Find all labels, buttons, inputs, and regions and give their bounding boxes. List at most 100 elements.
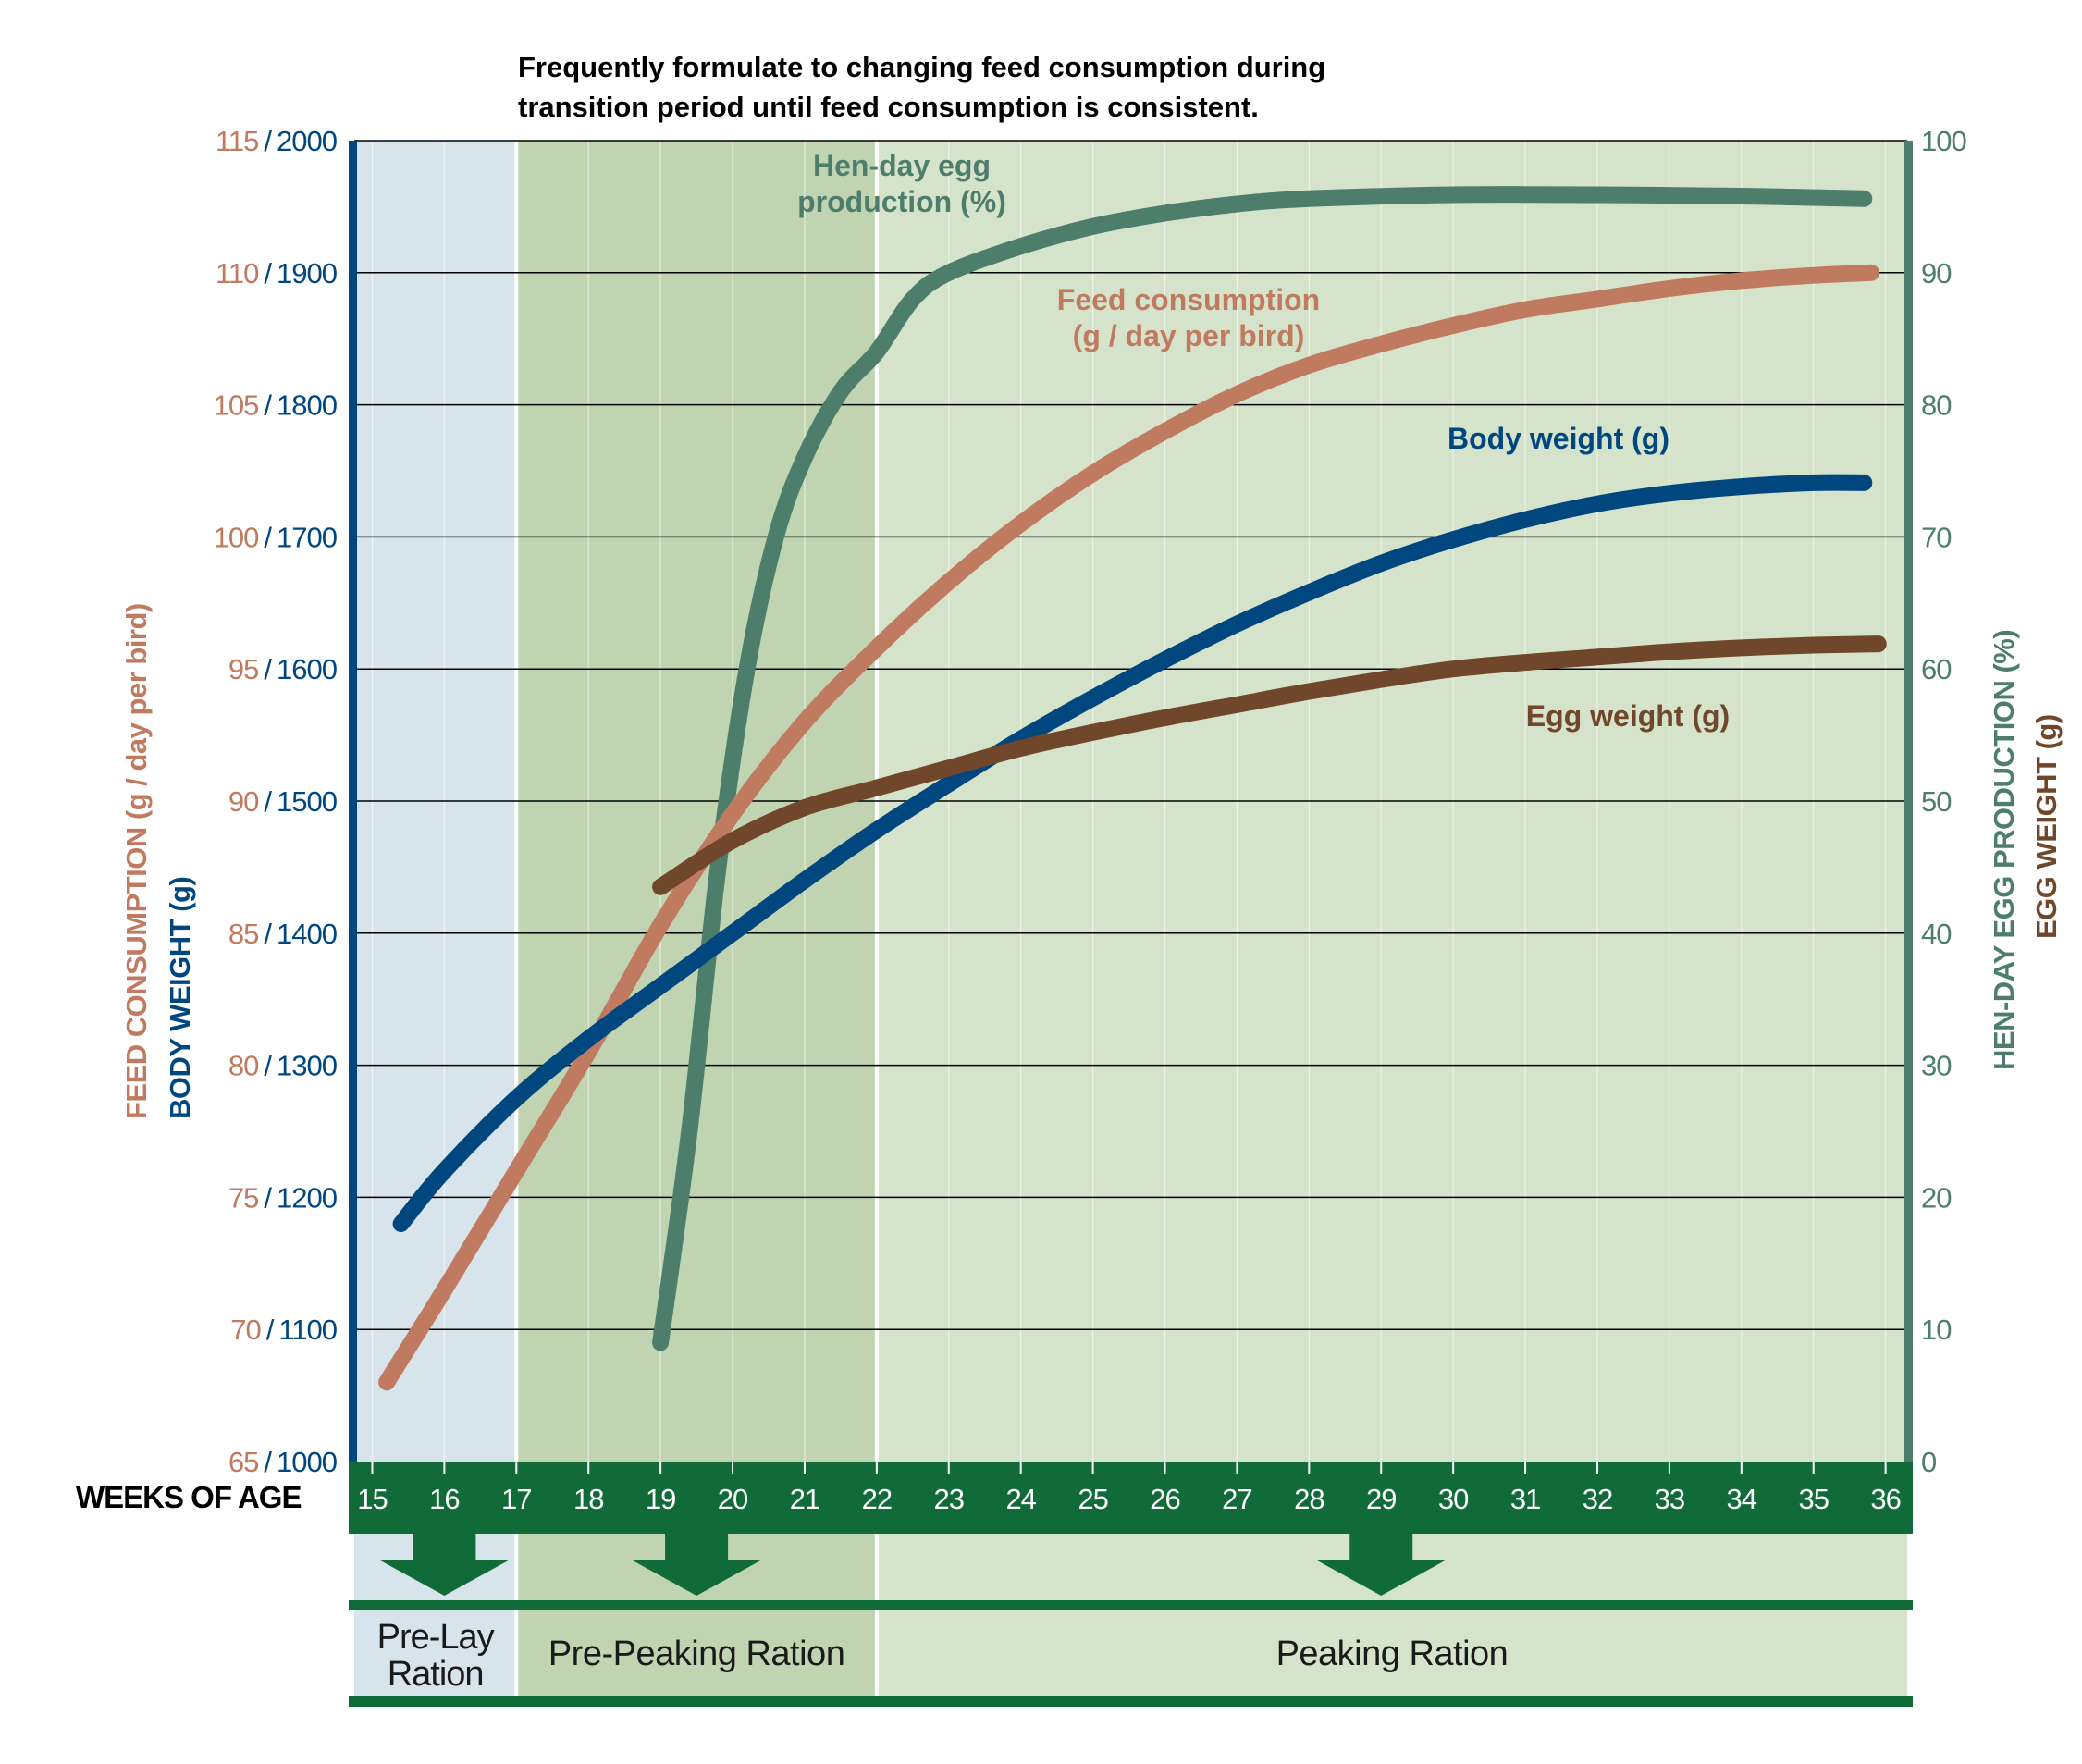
weeks-band: 15 16 17 18 19 20 21 22 23 24 25 26 27 28 29 30 31 32 33 34… — [349, 1462, 1913, 1707]
ration-bottom-bar — [349, 1696, 1913, 1707]
header-line-1: Frequently formulate to changing feed co… — [518, 51, 1325, 83]
x-axis-label: WEEKS OF AGE — [76, 1480, 301, 1514]
left-tick-body: 1800 — [277, 389, 338, 422]
right-axis-label-egg-weight: EGG WEIGHT (g) — [2030, 714, 2063, 939]
right-tick-label: 10 — [1921, 1314, 1952, 1346]
series-label-egg-prod: Hen-day egg — [813, 149, 991, 182]
left-tick-feed: 65 — [228, 1446, 258, 1478]
left-tick-label: 70/1100 — [230, 1314, 338, 1346]
left-tick-label: 100/1700 — [214, 521, 338, 553]
x-tick-label: 25 — [1078, 1483, 1107, 1515]
axes: 65/100070/110075/120080/130085/140090/15… — [214, 125, 1968, 1478]
series-label-feed: (g / day per bird) — [1073, 319, 1305, 352]
series-line-body — [392, 474, 1873, 1232]
series-label-body: Body weight (g) — [1448, 422, 1669, 455]
left-tick-body: 1900 — [277, 257, 338, 290]
right-tick-label: 90 — [1921, 257, 1952, 290]
arrow-prelay — [378, 1534, 511, 1596]
left-tick-body: 2000 — [277, 125, 338, 157]
series — [378, 186, 1887, 1391]
x-tick-label: 24 — [1005, 1483, 1036, 1515]
right-tick-label: 20 — [1921, 1181, 1952, 1214]
right-tick-label: 60 — [1921, 653, 1952, 685]
x-tick-label: 21 — [790, 1483, 819, 1515]
arrow-prepeak — [631, 1534, 763, 1596]
ration-label-prelay: Ration — [388, 1655, 484, 1694]
left-tick-feed: 95 — [228, 653, 258, 685]
left-axis-label-feed: FEED CONSUMPTION (g / day per bird) — [120, 603, 153, 1119]
x-tick-label: 26 — [1150, 1483, 1179, 1515]
x-tick-label: 27 — [1222, 1483, 1251, 1515]
x-tick-label: 17 — [501, 1483, 531, 1515]
left-tick-label: 85/1400 — [228, 918, 338, 950]
left-tick-separator: / — [264, 918, 272, 950]
ration-label-prepeak: Pre-Peaking Ration — [548, 1634, 845, 1673]
right-axis-line — [1904, 141, 1913, 1462]
left-tick-separator: / — [264, 1181, 272, 1214]
left-tick-body: 1700 — [277, 521, 338, 553]
left-tick-body: 1000 — [277, 1446, 338, 1478]
left-tick-label: 80/1300 — [228, 1050, 338, 1082]
left-tick-feed: 85 — [228, 918, 258, 950]
x-tick-label: 31 — [1510, 1483, 1540, 1515]
left-tick-feed: 115 — [216, 125, 258, 157]
grid — [354, 140, 1907, 1462]
series-line-egg-weight — [652, 635, 1887, 895]
left-axis-line — [349, 141, 357, 1462]
x-tick-label: 32 — [1583, 1483, 1612, 1515]
left-tick-separator: / — [264, 257, 272, 290]
series-label-egg-prod: production (%) — [797, 185, 1006, 218]
x-tick-label: 36 — [1870, 1483, 1900, 1515]
x-tick-label: 28 — [1294, 1483, 1324, 1515]
left-tick-label: 105/1800 — [214, 389, 338, 422]
right-tick-label: 50 — [1921, 785, 1952, 818]
x-tick-label: 22 — [862, 1483, 892, 1515]
left-tick-body: 1200 — [277, 1181, 338, 1214]
right-tick-label: 70 — [1921, 521, 1952, 553]
left-tick-feed: 105 — [214, 389, 259, 422]
right-axis-label-production: HEN-DAY EGG PRODUCTION (%) — [1988, 630, 2020, 1070]
series-label-feed: Feed consumption — [1057, 283, 1320, 316]
left-tick-feed: 100 — [214, 521, 259, 553]
x-tick-label: 33 — [1655, 1483, 1684, 1515]
left-tick-label: 95/1600 — [228, 653, 338, 685]
x-tick-label: 15 — [357, 1483, 387, 1515]
left-tick-feed: 80 — [228, 1050, 259, 1082]
right-tick-label: 30 — [1921, 1050, 1952, 1082]
left-tick-feed: 75 — [228, 1181, 258, 1214]
left-axis-label-body: BODY WEIGHT (g) — [164, 877, 196, 1119]
series-label-egg-weight: Egg weight (g) — [1526, 699, 1730, 733]
x-tick-label: 18 — [573, 1483, 603, 1515]
right-tick-label: 80 — [1921, 389, 1952, 422]
left-tick-separator: / — [266, 1314, 275, 1346]
left-tick-feed: 70 — [230, 1314, 261, 1346]
left-tick-separator: / — [264, 521, 272, 553]
right-tick-label: 40 — [1921, 918, 1952, 950]
right-tick-label: 100 — [1921, 125, 1966, 157]
left-tick-label: 90/1500 — [228, 785, 338, 818]
x-tick-label: 19 — [646, 1483, 675, 1515]
left-tick-separator: / — [264, 1050, 272, 1082]
left-tick-separator: / — [264, 785, 272, 818]
x-tick-label: 30 — [1438, 1483, 1469, 1515]
ration-label-peak: Peaking Ration — [1276, 1634, 1509, 1673]
left-tick-label: 115/2000 — [216, 125, 338, 157]
left-tick-body: 1500 — [277, 785, 338, 818]
left-tick-label: 65/1000 — [228, 1446, 338, 1478]
left-tick-feed: 110 — [216, 257, 259, 290]
header-line-2: transition period until feed consumption… — [518, 91, 1259, 123]
ration-divider-bar — [349, 1600, 1913, 1610]
right-tick-label: 0 — [1921, 1446, 1937, 1478]
left-tick-feed: 90 — [228, 785, 259, 818]
left-tick-body: 1300 — [277, 1050, 338, 1082]
ration-label-prelay: Pre-Lay — [377, 1618, 495, 1657]
left-tick-label: 75/1200 — [228, 1181, 338, 1214]
weeks-band-bar — [349, 1462, 1913, 1534]
x-tick-label: 16 — [429, 1483, 459, 1515]
left-tick-label: 110/1900 — [216, 257, 338, 290]
x-tick-label: 35 — [1798, 1483, 1828, 1515]
left-tick-body: 1600 — [277, 653, 338, 685]
left-tick-separator: / — [264, 653, 272, 685]
